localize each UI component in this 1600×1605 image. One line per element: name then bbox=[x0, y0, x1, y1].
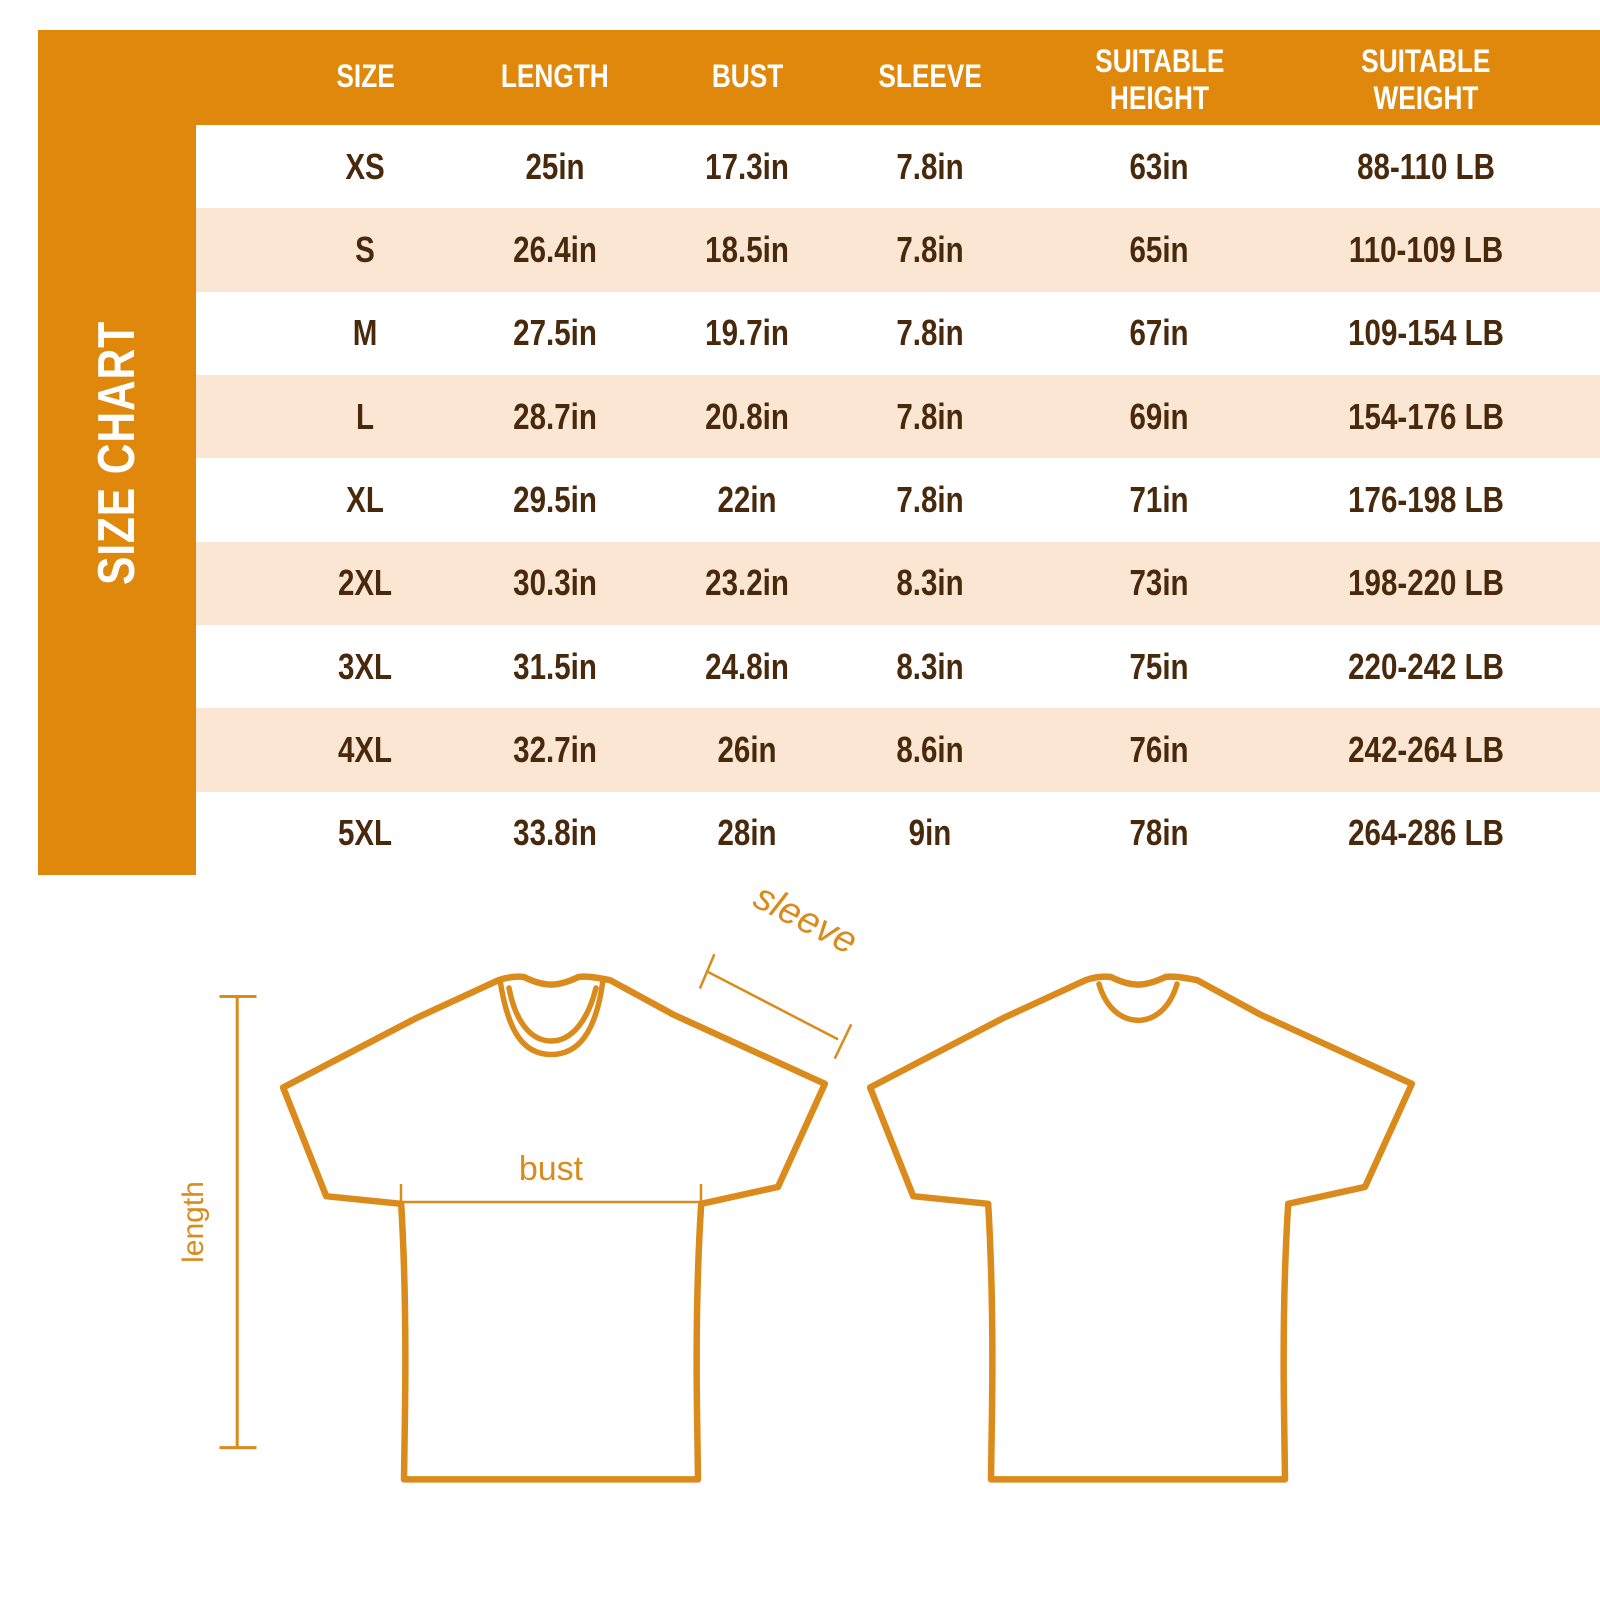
svg-text:bust: bust bbox=[519, 1150, 584, 1188]
svg-text:length: length bbox=[177, 1181, 210, 1263]
